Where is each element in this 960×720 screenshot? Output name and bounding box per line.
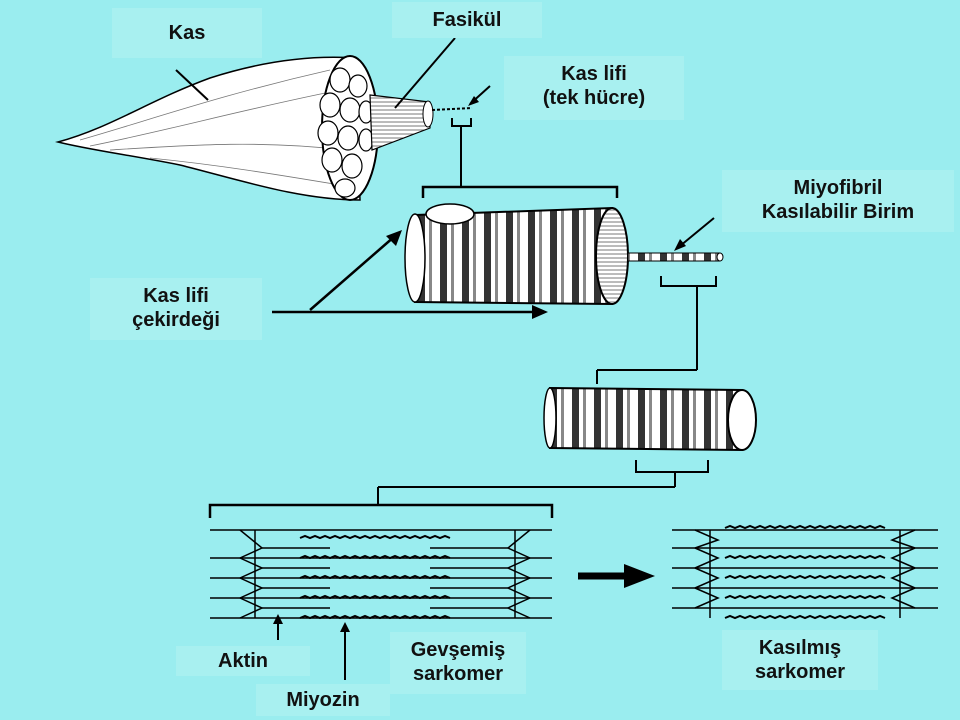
label-kas-lifi: Kas lifi (tek hücre): [504, 56, 684, 120]
contracted-sarcomere-drawing: [672, 524, 938, 620]
muscle-drawing: [55, 55, 379, 201]
label-kasilmis-sarkomer: Kasılmış sarkomer: [722, 630, 878, 690]
muscle-fiber-drawing: [404, 203, 724, 306]
fascicle-drawing: [369, 94, 473, 151]
label-kas-lifi-cekirdegi: Kas lifi çekirdeği: [90, 278, 262, 340]
relaxed-sarcomere-drawing: [210, 529, 552, 620]
label-aktin: Aktin: [176, 646, 310, 676]
label-gevsemis-sarkomer: Gevşemiş sarkomer: [390, 632, 526, 694]
myofibril-drawing: [543, 386, 757, 452]
label-miyozin: Miyozin: [256, 684, 390, 716]
label-kas: Kas: [112, 8, 262, 58]
label-fasikul: Fasikül: [392, 2, 542, 38]
label-miyofibril: Miyofibril Kasılabilir Birim: [722, 170, 954, 232]
